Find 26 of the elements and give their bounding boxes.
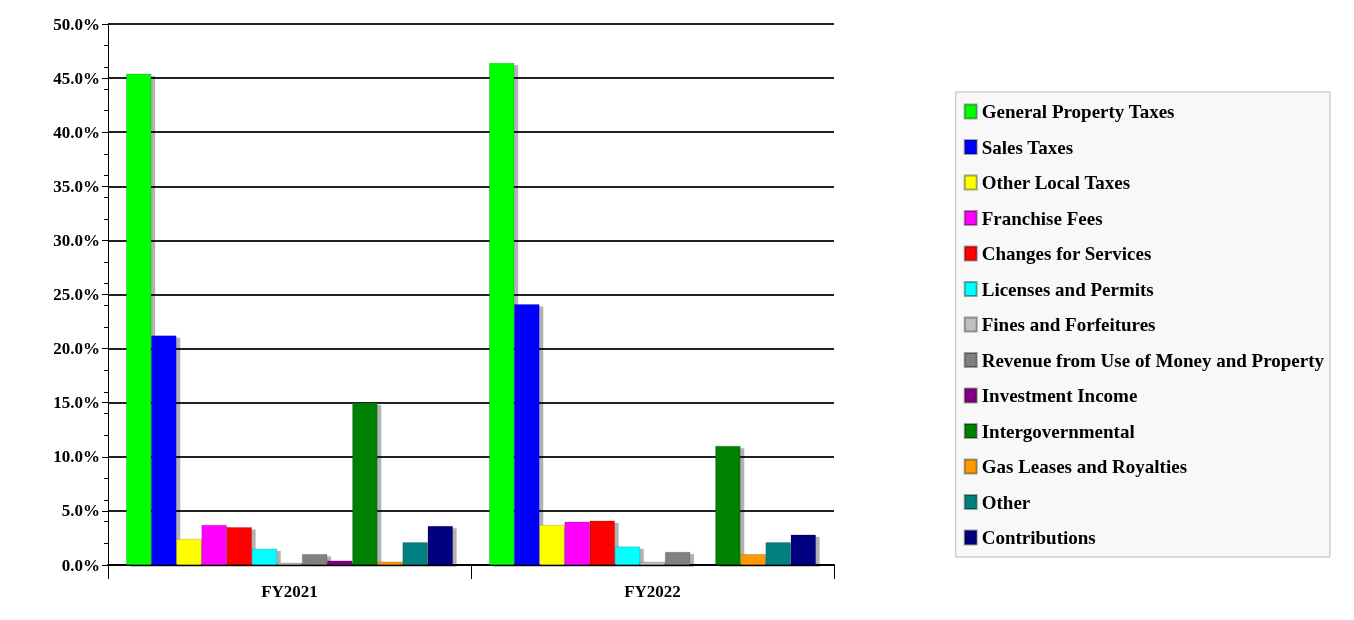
y-tick-label: 45.0% — [53, 68, 100, 88]
y-tick-label: 30.0% — [53, 230, 100, 250]
legend-label: Gas Leases and Royalties — [981, 456, 1188, 477]
legend-label: Contributions — [981, 527, 1096, 548]
y-tick-label: 50.0% — [53, 14, 100, 34]
legend-label: Fines and Forfeitures — [981, 314, 1156, 335]
legend-label: Revenue from Use of Money and Property — [981, 349, 1325, 371]
y-tick-label: 0.0% — [61, 555, 100, 575]
legend-label: Investment Income — [981, 385, 1138, 406]
x-tick-label: FY2021 — [261, 582, 318, 601]
y-tick-label: 35.0% — [53, 176, 100, 196]
y-tick-label: 25.0% — [53, 285, 100, 304]
y-tick-label: 15.0% — [53, 393, 100, 413]
x-tick-label: FY2022 — [624, 582, 681, 601]
legend-label: Sales Taxes — [981, 136, 1074, 158]
y-tick-label: 5.0% — [61, 501, 100, 521]
legend-label: Other — [981, 491, 1031, 513]
legend-label: Franchise Fees — [981, 207, 1103, 229]
y-tick-label: 40.0% — [53, 122, 100, 142]
legend-label: General Property Taxes — [981, 101, 1175, 122]
legend-label: Changes for Services — [981, 243, 1152, 264]
legend-label: Other Local Taxes — [981, 172, 1131, 193]
y-tick-label: 20.0% — [53, 339, 100, 359]
legend-label: Intergovernmental — [981, 420, 1135, 442]
legend-label: Licenses and Permits — [981, 278, 1154, 300]
y-tick-label: 10.0% — [53, 447, 100, 467]
